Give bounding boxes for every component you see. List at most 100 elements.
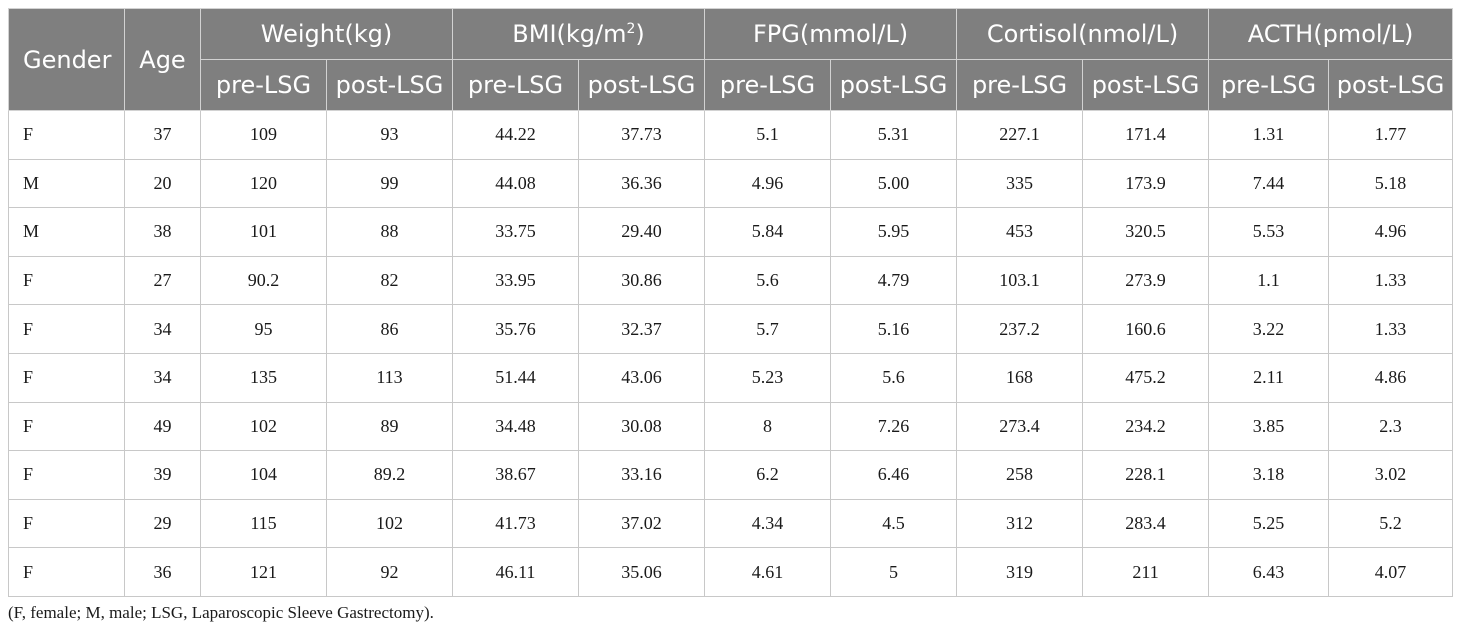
table-cell: F — [8, 450, 125, 500]
header-bmi: BMI(kg/m2) — [452, 8, 706, 60]
table-cell: 273.4 — [956, 401, 1084, 452]
table-cell: F — [8, 547, 125, 597]
table-cell: 453 — [956, 207, 1084, 257]
header-weight: Weight(kg) — [199, 8, 454, 60]
table-cell: 32.37 — [578, 304, 706, 354]
table-cell: 1.1 — [1208, 255, 1330, 306]
table-cell: 36 — [124, 547, 201, 597]
header-gender: Gender — [8, 8, 125, 111]
table-row: F 27 90.2 82 33.95 30.86 5.6 4.79 103.1 273.9 1.1 1… — [8, 255, 1454, 306]
table-cell: 34 — [124, 304, 201, 354]
table-cell: 7.44 — [1208, 158, 1330, 209]
table-cell: 35.06 — [578, 547, 706, 597]
table-cell: 171.4 — [1082, 110, 1210, 160]
table-cell: 44.08 — [452, 158, 580, 209]
table-cell: 102 — [325, 498, 454, 549]
subheader-pre: pre-LSG — [1208, 59, 1330, 111]
table-row: F 34 95 86 35.76 32.37 5.7 5.16 237.2 160.6 3.22 1.… — [8, 304, 1454, 354]
table-cell: 88 — [325, 207, 454, 257]
table-cell: 1.77 — [1328, 110, 1454, 160]
table-cell: 168 — [956, 352, 1084, 403]
subheader-pre: pre-LSG — [704, 59, 832, 111]
table-cell: M — [8, 207, 125, 257]
header-fpg: FPG(mmol/L) — [704, 8, 958, 60]
table-cell: 5.84 — [704, 207, 832, 257]
table-cell: 5.16 — [830, 304, 958, 354]
table-cell: 5.25 — [1208, 498, 1330, 549]
table-cell: 34 — [124, 352, 201, 403]
table-cell: 5.6 — [830, 352, 958, 403]
table-cell: 33.16 — [578, 450, 706, 500]
table-cell: 4.61 — [704, 547, 832, 597]
table-cell: 5.1 — [704, 110, 832, 160]
table-cell: 33.75 — [452, 207, 580, 257]
table-footnote: (F, female; M, male; LSG, Laparoscopic S… — [8, 603, 434, 622]
table-cell: 30.86 — [578, 255, 706, 306]
subheader-pre: pre-LSG — [452, 59, 580, 111]
table-cell: 227.1 — [956, 110, 1084, 160]
table-cell: 35.76 — [452, 304, 580, 354]
table-cell: 103.1 — [956, 255, 1084, 306]
table-cell: 37 — [124, 110, 201, 160]
table-cell: 135 — [200, 352, 327, 403]
table-cell: 4.79 — [830, 255, 958, 306]
subheader-pre: pre-LSG — [200, 59, 327, 111]
table-cell: 29.40 — [578, 207, 706, 257]
table-cell: F — [8, 352, 125, 403]
table-cell: 4.34 — [704, 498, 832, 549]
table-cell: 102 — [200, 401, 327, 452]
table-cell: 30.08 — [578, 401, 706, 452]
table-cell: 5.00 — [830, 158, 958, 209]
table-cell: 82 — [325, 255, 454, 306]
table-cell: 312 — [956, 498, 1084, 549]
patient-data-table: Gender Age Weight(kg) BMI(kg/m2) FPG(mmo… — [8, 8, 1454, 597]
table-row: M 38 101 88 33.75 29.40 5.84 5.95 453 320.5 5.53 4.… — [8, 207, 1454, 257]
header-age: Age — [124, 8, 201, 111]
table-cell: 173.9 — [1082, 158, 1210, 209]
table-cell: 38.67 — [452, 450, 580, 500]
table-cell: 20 — [124, 158, 201, 209]
table-cell: 37.02 — [578, 498, 706, 549]
subheader-post: post-LSG — [1082, 59, 1210, 111]
table-cell: F — [8, 401, 125, 452]
table-row: F 34 135 113 51.44 43.06 5.23 5.6 168 475.2 2.11 4.… — [8, 352, 1454, 403]
table-cell: 8 — [704, 401, 832, 452]
table-cell: 43.06 — [578, 352, 706, 403]
table-cell: 4.86 — [1328, 352, 1454, 403]
table-cell: F — [8, 110, 125, 160]
table-cell: 283.4 — [1082, 498, 1210, 549]
table-cell: 6.43 — [1208, 547, 1330, 597]
table-cell: 237.2 — [956, 304, 1084, 354]
table-cell: 4.96 — [704, 158, 832, 209]
table-cell: F — [8, 304, 125, 354]
table-cell: 7.26 — [830, 401, 958, 452]
table-cell: 5.7 — [704, 304, 832, 354]
table-cell: 5.95 — [830, 207, 958, 257]
table-cell: 101 — [200, 207, 327, 257]
subheader-pre: pre-LSG — [956, 59, 1084, 111]
table-cell: 5.53 — [1208, 207, 1330, 257]
table-cell: 5.6 — [704, 255, 832, 306]
table-row: F 49 102 89 34.48 30.08 8 7.26 273.4 234.2 3.85 2.3 — [8, 401, 1454, 452]
table-cell: 36.36 — [578, 158, 706, 209]
table-cell: 34.48 — [452, 401, 580, 452]
table-cell: 2.11 — [1208, 352, 1330, 403]
table-cell: 228.1 — [1082, 450, 1210, 500]
subheader-post: post-LSG — [1328, 59, 1454, 111]
table-cell: 86 — [325, 304, 454, 354]
table-cell: 5.23 — [704, 352, 832, 403]
table-row: F 29 115 102 41.73 37.02 4.34 4.5 312 283.4 5.25 5.… — [8, 498, 1454, 549]
table-cell: 160.6 — [1082, 304, 1210, 354]
table-cell: 3.18 — [1208, 450, 1330, 500]
table-cell: 3.02 — [1328, 450, 1454, 500]
table-cell: 109 — [200, 110, 327, 160]
table-cell: M — [8, 158, 125, 209]
table-cell: 90.2 — [200, 255, 327, 306]
table-cell: 99 — [325, 158, 454, 209]
data-table-container: Gender Age Weight(kg) BMI(kg/m2) FPG(mmo… — [8, 8, 1454, 597]
table-cell: 46.11 — [452, 547, 580, 597]
table-cell: F — [8, 498, 125, 549]
table-cell: 38 — [124, 207, 201, 257]
table-cell: 120 — [200, 158, 327, 209]
table-cell: 475.2 — [1082, 352, 1210, 403]
